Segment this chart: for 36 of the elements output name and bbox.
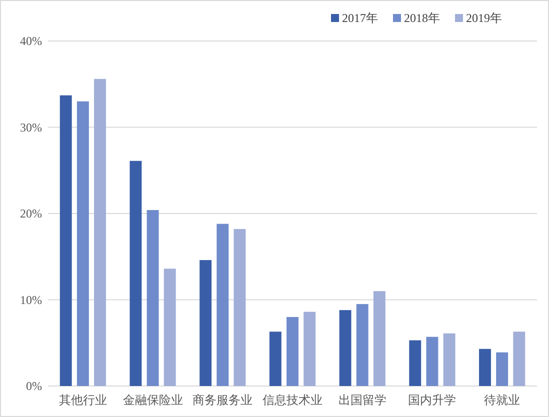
- bar: [304, 312, 316, 386]
- bar: [286, 317, 298, 386]
- y-tick-label: 10%: [20, 292, 42, 307]
- x-tick-label: 商务服务业: [192, 393, 253, 407]
- bar: [409, 340, 422, 386]
- x-tick-label: 信息技术业: [262, 393, 322, 407]
- y-tick-label: 40%: [20, 34, 42, 48]
- y-tick-label: 0%: [26, 379, 42, 394]
- bar: [234, 229, 246, 386]
- x-tick-label: 金融保险业: [122, 393, 183, 407]
- bar: [479, 348, 491, 386]
- bar: [269, 332, 282, 386]
- legend-label: 2017年: [342, 11, 378, 26]
- bar: [94, 78, 106, 386]
- bar: [216, 224, 229, 386]
- bar: [164, 268, 176, 386]
- x-tick-label: 其他行业: [58, 393, 107, 407]
- bar: [76, 101, 89, 386]
- bar: [60, 95, 72, 386]
- y-tick-label: 30%: [20, 120, 42, 134]
- bar: [513, 332, 526, 386]
- bar: [339, 310, 352, 386]
- bar: [496, 352, 508, 386]
- bar: [373, 291, 386, 386]
- y-tick-label: 20%: [20, 206, 42, 221]
- bar: [200, 260, 212, 386]
- bar: [146, 210, 159, 386]
- legend-label: 2018年: [404, 11, 440, 26]
- bar: [356, 304, 368, 386]
- x-tick-label: 出国留学: [338, 393, 386, 407]
- legend-label: 2019年: [466, 11, 502, 26]
- x-tick-label: 国内升学: [408, 393, 456, 407]
- x-tick-label: 待就业: [484, 393, 520, 407]
- bar: [130, 160, 142, 386]
- bar: [443, 333, 456, 386]
- bar: [426, 336, 438, 386]
